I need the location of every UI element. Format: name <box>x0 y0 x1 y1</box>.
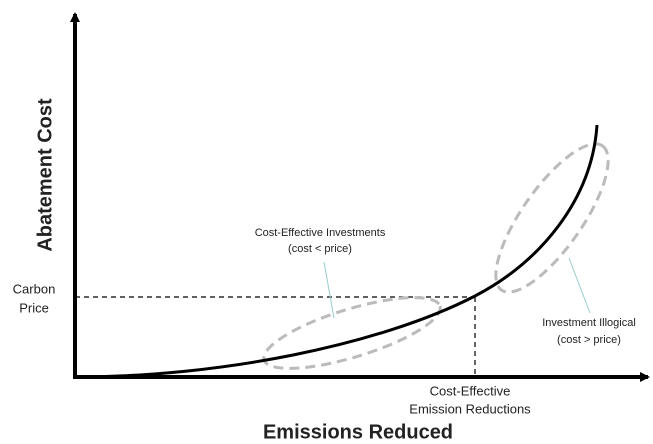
cost-effective-ellipse <box>262 296 442 370</box>
x-axis-label: Emissions Reduced <box>263 421 453 443</box>
annotation: Cost-Effective <box>430 383 511 398</box>
leader-line <box>568 257 591 314</box>
annotation: Investment Illogical <box>542 317 636 329</box>
illogical-ellipse <box>494 142 610 294</box>
annotation: (cost < price) <box>288 243 352 255</box>
annotation: (cost > price) <box>557 334 621 346</box>
y-axis-label: Abatement Cost <box>34 98 56 252</box>
leader-line <box>323 261 335 319</box>
annotation: Emission Reductions <box>409 401 531 416</box>
carbon-price-label: Price <box>19 300 49 315</box>
carbon-price-label: Carbon <box>13 281 56 296</box>
annotation: Cost-Effective Investments <box>255 227 386 239</box>
abatement-curve <box>74 124 599 379</box>
